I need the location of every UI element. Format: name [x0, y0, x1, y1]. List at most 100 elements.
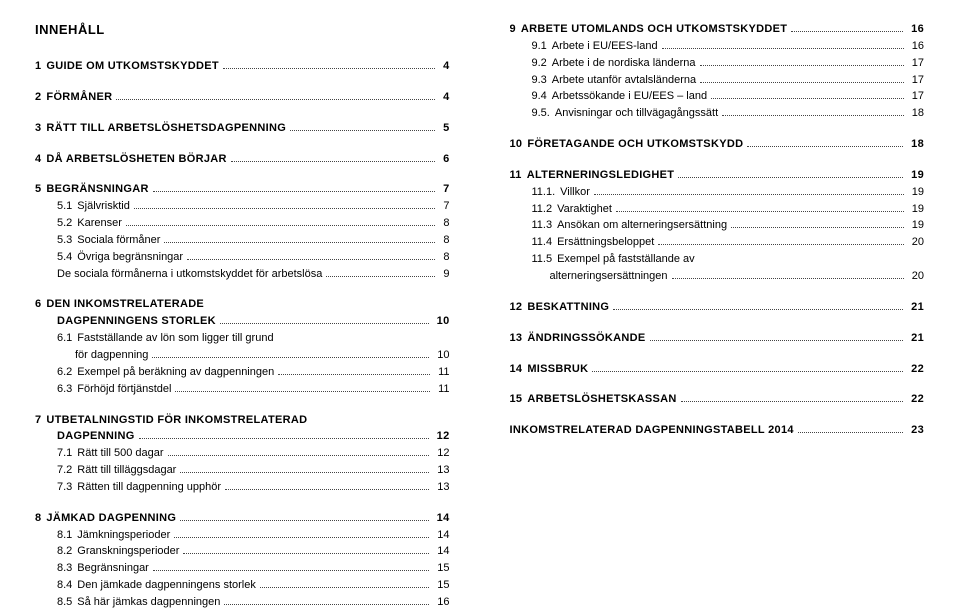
toc-number: 5.4	[57, 250, 77, 265]
toc-section-row: 13ÄNDRINGSSÖKANDE21	[510, 331, 925, 346]
toc-dots	[278, 373, 430, 375]
toc-label: DAGPENNING	[57, 429, 135, 444]
toc-page-number: 9	[439, 267, 449, 282]
toc-number: 9.5.	[532, 106, 555, 121]
toc-page-number: 20	[908, 269, 924, 284]
toc-dots	[175, 390, 430, 392]
toc-dots	[658, 243, 903, 245]
toc-label: Arbete i EU/EES-land	[552, 39, 658, 54]
toc-label: Granskningsperioder	[77, 544, 179, 559]
toc-row: 9.3Arbete utanför avtalsländerna17	[510, 73, 925, 88]
toc-list-left: 1GUIDE OM UTKOMSTSKYDDET42FÖRMÅNER43RÄTT…	[35, 59, 450, 610]
toc-page-number: 8	[439, 233, 449, 248]
toc-row: 9.5.Anvisningar och tillvägagångssätt18	[510, 106, 925, 121]
toc-dots	[700, 81, 904, 83]
toc-row: för dagpenning10	[35, 348, 450, 363]
toc-label: JÄMKAD DAGPENNING	[46, 511, 176, 526]
toc-label: Villkor	[560, 185, 590, 200]
toc-page-number: 8	[439, 250, 449, 265]
toc-label: DÅ ARBETSLÖSHETEN BÖRJAR	[46, 152, 226, 167]
toc-row: 6.1Fastställande av lön som ligger till …	[35, 331, 450, 346]
toc-page-number: 8	[439, 216, 449, 231]
toc-dots	[326, 275, 435, 277]
toc-number: 8.3	[57, 561, 77, 576]
spacer	[510, 409, 925, 423]
toc-number: 8.1	[57, 528, 77, 543]
toc-dots	[134, 207, 436, 209]
toc-label: Jämkningsperioder	[77, 528, 170, 543]
toc-page-number: 14	[433, 544, 449, 559]
toc-page-number: 19	[908, 218, 924, 233]
toc-label: Övriga begränsningar	[77, 250, 183, 265]
toc-label: DEN INKOMSTRELATERADE	[46, 297, 204, 312]
toc-number: 1	[35, 59, 46, 74]
toc-label: Arbete i de nordiska länderna	[552, 56, 696, 71]
toc-label: ARBETE UTOMLANDS OCH UTKOMSTSKYDDET	[521, 22, 787, 37]
toc-dots	[592, 370, 903, 372]
toc-row: 11.3Ansökan om alterneringsersättning19	[510, 218, 925, 233]
toc-section-row: 11ALTERNERINGSLEDIGHET19	[510, 168, 925, 183]
toc-row: De sociala förmånerna i utkomstskyddet f…	[35, 267, 450, 282]
toc-number: 5	[35, 182, 46, 197]
toc-page-number: 21	[907, 331, 924, 346]
toc-number: 11.3	[532, 218, 558, 233]
spacer	[35, 107, 450, 121]
toc-number: 14	[510, 362, 528, 377]
toc-section-row: 7UTBETALNINGSTID FÖR INKOMSTRELATERAD	[35, 413, 450, 428]
toc-page-number: 11	[434, 365, 449, 380]
toc-dots	[116, 98, 435, 100]
toc-page: INNEHÅLL 1GUIDE OM UTKOMSTSKYDDET42FÖRMÅ…	[0, 0, 959, 583]
toc-dots	[231, 160, 435, 162]
toc-page-number: 14	[433, 511, 450, 526]
toc-label: för dagpenning	[75, 348, 148, 363]
toc-dots	[700, 64, 904, 66]
toc-page-number: 16	[433, 595, 449, 610]
toc-dots	[791, 30, 903, 32]
toc-number: 11	[510, 168, 527, 183]
toc-label: UTBETALNINGSTID FÖR INKOMSTRELATERAD	[46, 413, 307, 428]
toc-dots	[260, 586, 429, 588]
toc-number: 7.2	[57, 463, 77, 478]
toc-label: Rätten till dagpenning upphör	[77, 480, 221, 495]
toc-page-number: 22	[907, 392, 924, 407]
toc-label: GUIDE OM UTKOMSTSKYDDET	[46, 59, 219, 74]
toc-number: 13	[510, 331, 528, 346]
toc-label: Rätt till tilläggsdagar	[77, 463, 176, 478]
spacer	[35, 283, 450, 297]
toc-dots	[650, 339, 904, 341]
toc-page-number: 12	[433, 446, 449, 461]
toc-number: 8.2	[57, 544, 77, 559]
toc-number: 6	[35, 297, 46, 312]
toc-row: 9.4Arbetssökande i EU/EES – land17	[510, 89, 925, 104]
toc-dots	[223, 67, 435, 69]
toc-page-number: 5	[439, 121, 449, 136]
toc-number: 9.2	[532, 56, 552, 71]
toc-dots	[290, 129, 435, 131]
toc-number: 4	[35, 152, 46, 167]
toc-row: 9.2Arbete i de nordiska länderna17	[510, 56, 925, 71]
toc-number: 9.4	[532, 89, 552, 104]
toc-page-number: 16	[907, 22, 924, 37]
toc-row: 5.2Karenser8	[35, 216, 450, 231]
toc-page-number: 19	[908, 185, 924, 200]
spacer	[510, 154, 925, 168]
toc-label: Exempel på fastställande av	[557, 252, 695, 267]
toc-label: Anvisningar och tillvägagångssätt	[555, 106, 718, 121]
toc-row: alterneringsersättningen20	[510, 269, 925, 284]
page-title: INNEHÅLL	[35, 22, 450, 37]
spacer	[510, 286, 925, 300]
spacer	[510, 378, 925, 392]
toc-number: 8.5	[57, 595, 77, 610]
toc-dots	[220, 322, 429, 324]
toc-label: BEGRÄNSNINGAR	[46, 182, 148, 197]
toc-row: 5.4Övriga begränsningar 8	[35, 250, 450, 265]
toc-label: Rätt till 500 dagar	[77, 446, 163, 461]
toc-page-number: 11	[434, 382, 449, 397]
toc-row: 5.3Sociala förmåner8	[35, 233, 450, 248]
toc-section-row: 9ARBETE UTOMLANDS OCH UTKOMSTSKYDDET16	[510, 22, 925, 37]
toc-dots	[678, 176, 903, 178]
toc-page-number: 4	[439, 59, 449, 74]
toc-label: Varaktighet	[557, 202, 612, 217]
toc-dots	[183, 552, 429, 554]
toc-dots	[225, 488, 429, 490]
